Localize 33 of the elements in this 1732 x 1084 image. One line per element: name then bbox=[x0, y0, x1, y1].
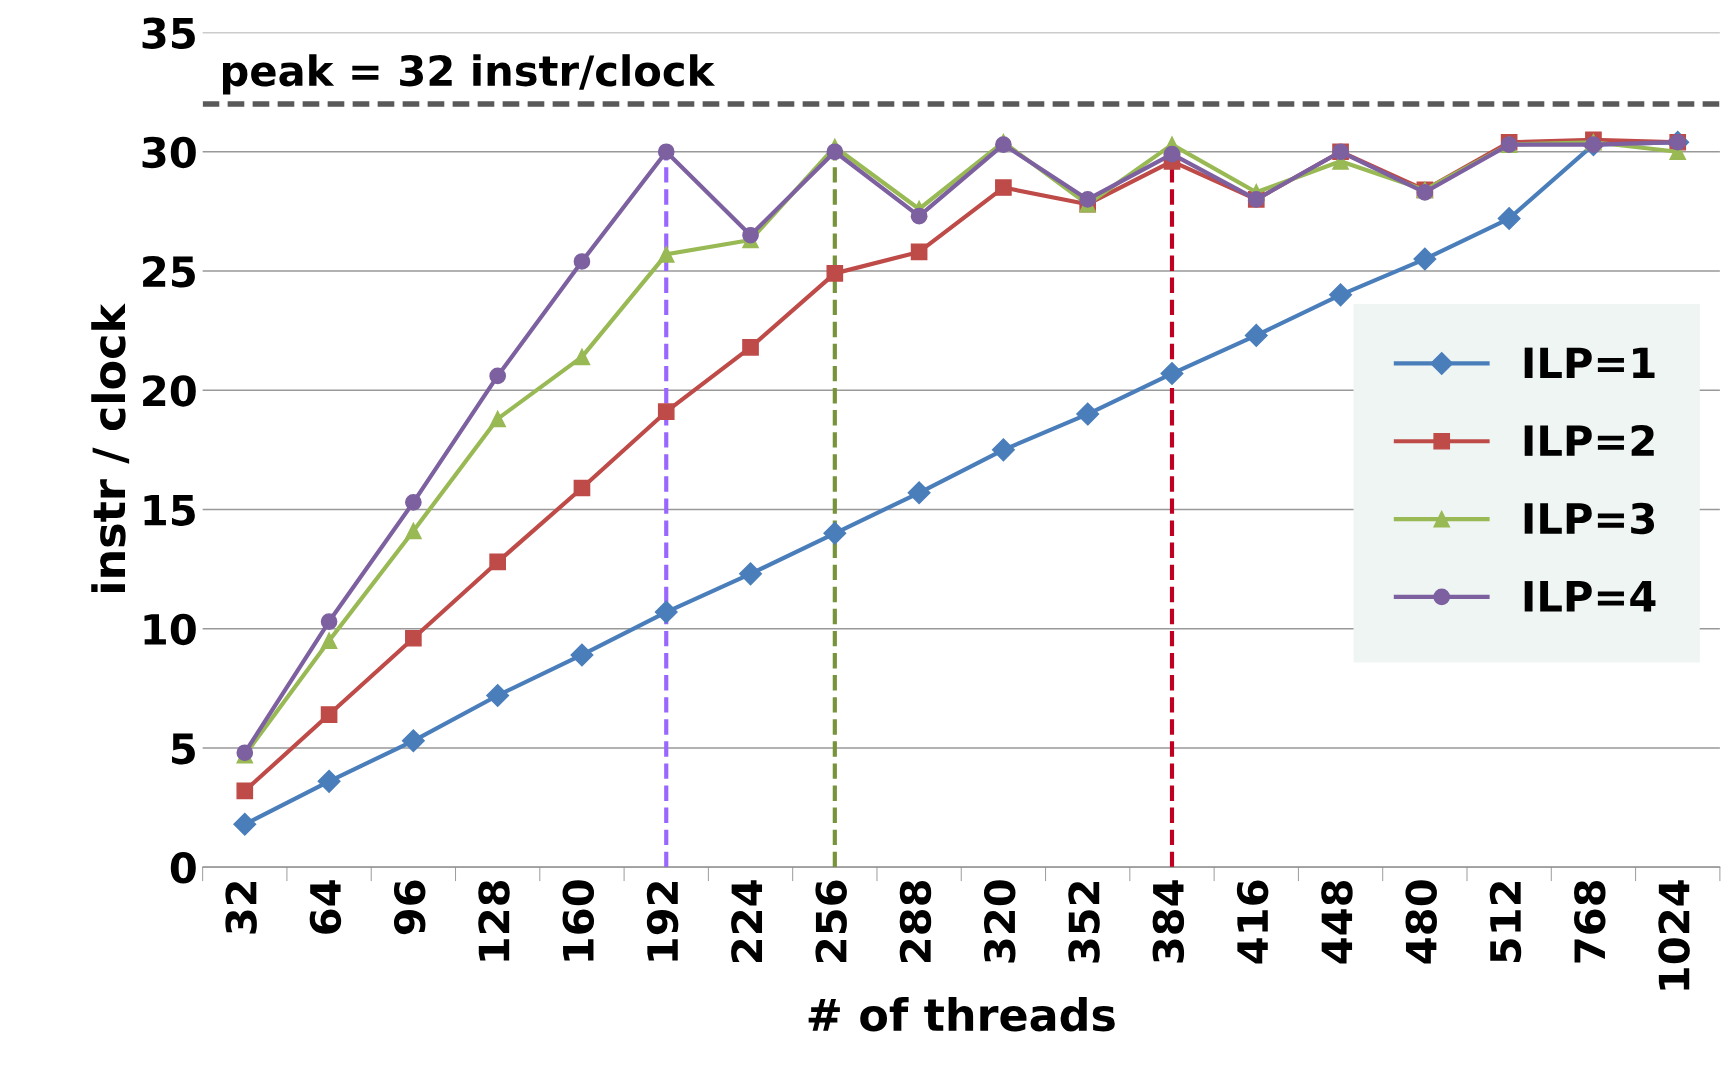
legend-label: ILP=2 bbox=[1524, 424, 1654, 456]
x-tick-label: 288 bbox=[899, 880, 932, 962]
y-tick-label: 20 bbox=[143, 375, 196, 407]
x-tick-label: 512 bbox=[1489, 881, 1522, 963]
y-tick-label: 0 bbox=[170, 852, 196, 884]
x-tick-label: 128 bbox=[478, 880, 510, 961]
y-tick-label: 10 bbox=[144, 613, 196, 646]
x-tick-label: 256 bbox=[815, 880, 847, 962]
x-tick-label: 64 bbox=[309, 880, 342, 934]
y-tick-label: 30 bbox=[142, 136, 196, 169]
x-tick-label: 320 bbox=[983, 880, 1016, 963]
x-tick-label: 96 bbox=[393, 880, 426, 935]
y-tick-label: 35 bbox=[142, 17, 195, 49]
x-tick-label: 32 bbox=[225, 881, 257, 934]
y-tick-label: 25 bbox=[143, 255, 195, 288]
x-axis-title: # of threads bbox=[808, 997, 1115, 1032]
x-tick-label: 416 bbox=[1236, 880, 1269, 964]
ref-line-label: peak = 32 instr/clock bbox=[223, 54, 716, 95]
x-tick-label: 384 bbox=[1152, 880, 1185, 963]
y-tick-label: 5 bbox=[172, 733, 195, 765]
x-tick-label: 224 bbox=[731, 880, 763, 962]
x-tick-label: 480 bbox=[1405, 880, 1437, 964]
x-tick-label: 192 bbox=[646, 881, 679, 961]
legend-label: ILP=1 bbox=[1524, 347, 1655, 379]
x-tick-label: 448 bbox=[1321, 880, 1353, 964]
y-tick-label: 15 bbox=[144, 494, 195, 526]
legend-label: ILP=3 bbox=[1524, 502, 1655, 535]
x-tick-label: 352 bbox=[1068, 881, 1100, 963]
x-tick-label: 160 bbox=[562, 880, 595, 961]
legend-label: ILP=4 bbox=[1524, 581, 1656, 612]
x-tick-label: 1024 bbox=[1658, 880, 1690, 990]
x-tick-label: 768 bbox=[1574, 880, 1606, 963]
y-axis-title: instr / clock bbox=[91, 303, 130, 592]
